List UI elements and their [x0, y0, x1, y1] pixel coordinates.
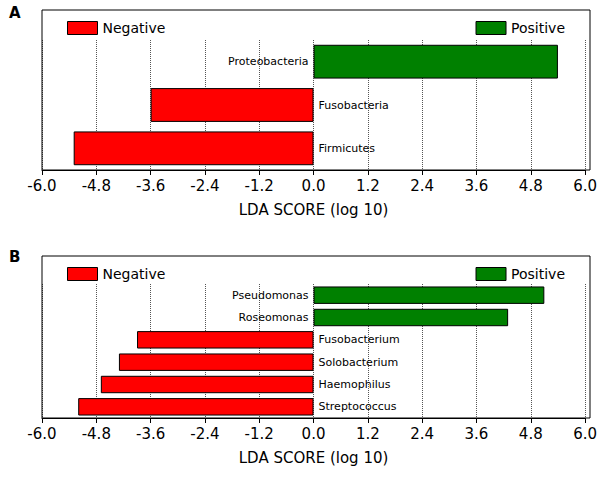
svg-text:-2.4: -2.4 — [190, 177, 219, 195]
svg-text:4.8: 4.8 — [519, 425, 543, 443]
svg-text:-6.0: -6.0 — [27, 177, 56, 195]
svg-text:Roseomonas: Roseomonas — [239, 311, 309, 324]
svg-text:Solobacterium: Solobacterium — [319, 356, 399, 369]
svg-text:Pseudomonas: Pseudomonas — [232, 289, 309, 302]
svg-text:1.2: 1.2 — [356, 425, 380, 443]
svg-text:2.4: 2.4 — [410, 177, 434, 195]
svg-text:1.2: 1.2 — [356, 177, 380, 195]
svg-text:3.6: 3.6 — [465, 425, 489, 443]
svg-text:0.0: 0.0 — [302, 177, 326, 195]
svg-text:4.8: 4.8 — [519, 177, 543, 195]
svg-text:Positive: Positive — [511, 20, 565, 36]
svg-text:Negative: Negative — [103, 266, 166, 282]
svg-text:Streptococcus: Streptococcus — [319, 400, 397, 413]
svg-text:-6.0: -6.0 — [27, 425, 56, 443]
svg-text:-1.2: -1.2 — [245, 177, 274, 195]
svg-text:Negative: Negative — [103, 20, 166, 36]
svg-text:6.0: 6.0 — [573, 177, 597, 195]
svg-text:-4.8: -4.8 — [82, 425, 111, 443]
svg-text:Firmicutes: Firmicutes — [319, 142, 376, 155]
svg-text:LDA SCORE (log 10): LDA SCORE (log 10) — [239, 449, 389, 467]
svg-text:-2.4: -2.4 — [190, 425, 219, 443]
svg-text:-3.6: -3.6 — [136, 177, 165, 195]
svg-text:B: B — [9, 248, 20, 266]
svg-text:Fusobacteria: Fusobacteria — [319, 99, 389, 112]
svg-text:6.0: 6.0 — [573, 425, 597, 443]
svg-text:Haemophilus: Haemophilus — [319, 378, 391, 391]
svg-text:Proteobacteria: Proteobacteria — [228, 55, 308, 68]
svg-text:-4.8: -4.8 — [82, 177, 111, 195]
svg-text:-1.2: -1.2 — [245, 425, 274, 443]
svg-text:LDA SCORE (log 10): LDA SCORE (log 10) — [239, 201, 389, 219]
svg-text:-3.6: -3.6 — [136, 425, 165, 443]
svg-text:Positive: Positive — [511, 266, 565, 282]
svg-text:A: A — [9, 4, 21, 22]
svg-text:0.0: 0.0 — [302, 425, 326, 443]
svg-text:2.4: 2.4 — [410, 425, 434, 443]
svg-text:3.6: 3.6 — [465, 177, 489, 195]
svg-text:Fusobacterium: Fusobacterium — [319, 333, 400, 346]
